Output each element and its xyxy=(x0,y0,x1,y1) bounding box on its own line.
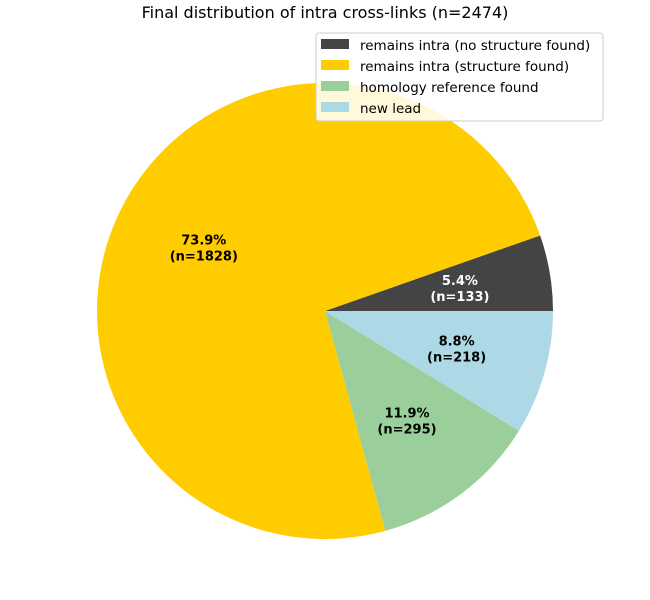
legend-label: remains intra (no structure found) xyxy=(360,38,590,54)
pie-slice-3 xyxy=(325,311,553,431)
legend-item-2: homology reference found xyxy=(321,80,539,96)
legend-swatch xyxy=(321,39,349,49)
slice-percent-label: 73.9% xyxy=(181,234,226,249)
chart-title: Final distribution of intra cross-links … xyxy=(142,3,509,22)
legend-item-0: remains intra (no structure found) xyxy=(321,38,590,54)
legend-item-3: new lead xyxy=(321,101,421,117)
slice-label-3: 8.8% (n=218) xyxy=(427,334,486,365)
legend-label: remains intra (structure found) xyxy=(360,59,569,75)
slice-label-0: 5.4% (n=133) xyxy=(430,274,489,305)
legend-frame xyxy=(315,32,604,122)
slice-count-label: (n=218) xyxy=(427,350,486,365)
legend-label: homology reference found xyxy=(360,80,539,96)
legend-label: new lead xyxy=(360,101,421,117)
slice-count-label: (n=295) xyxy=(377,423,436,438)
pie-slice-2 xyxy=(325,311,519,531)
legend-swatch xyxy=(321,81,349,91)
pie-slice-1 xyxy=(97,82,541,539)
slice-label-2: 11.9% (n=295) xyxy=(377,407,436,438)
legend-item-1: remains intra (structure found) xyxy=(321,59,569,75)
slice-percent-label: 8.8% xyxy=(439,334,475,349)
legend: remains intra (no structure found) remain… xyxy=(315,32,604,122)
pie-slice-labels: 5.4% (n=133) 73.9% (n=1828) 11.9% (n=295) 8.8%… xyxy=(170,234,490,438)
slice-label-1: 73.9% (n=1828) xyxy=(170,234,238,265)
pie-slice-0 xyxy=(325,235,553,311)
legend-swatch xyxy=(321,102,349,112)
slice-count-label: (n=1828) xyxy=(170,250,238,265)
legend-swatch xyxy=(321,60,349,70)
slice-percent-label: 11.9% xyxy=(384,407,429,422)
legend-items: remains intra (no structure found) remain… xyxy=(321,38,590,117)
slice-count-label: (n=133) xyxy=(430,290,489,305)
slice-percent-label: 5.4% xyxy=(442,274,478,289)
pie-slices xyxy=(97,82,553,539)
